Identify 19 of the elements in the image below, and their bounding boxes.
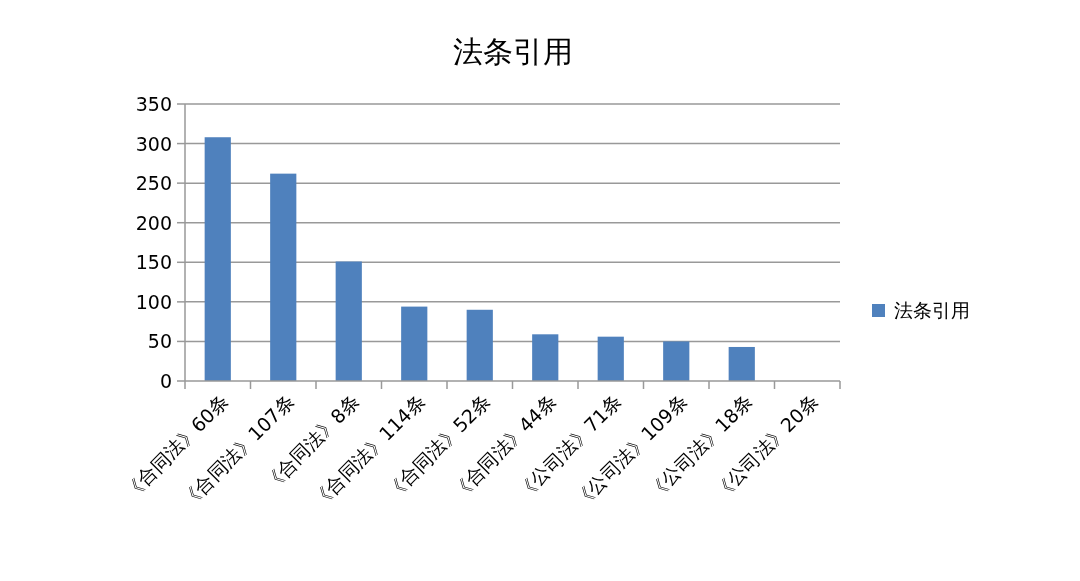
legend-label: 法条引用 xyxy=(894,299,970,321)
y-tick-label: 0 xyxy=(159,370,172,392)
bar xyxy=(728,346,755,381)
y-tick-label: 50 xyxy=(147,330,172,353)
bar xyxy=(532,334,559,381)
bar xyxy=(663,341,690,381)
bar xyxy=(466,309,493,381)
y-tick-label: 200 xyxy=(135,211,172,234)
bar xyxy=(597,336,624,381)
chart-title: 法条引用 xyxy=(452,34,573,69)
bar xyxy=(270,173,297,381)
y-tick-label: 300 xyxy=(135,132,172,155)
y-tick-label: 350 xyxy=(135,93,172,115)
bar xyxy=(204,137,231,381)
y-tick-label: 100 xyxy=(135,290,172,313)
bar xyxy=(401,306,428,381)
y-tick-label: 250 xyxy=(135,172,172,195)
y-tick-label: 150 xyxy=(135,251,172,274)
bar xyxy=(335,261,362,381)
